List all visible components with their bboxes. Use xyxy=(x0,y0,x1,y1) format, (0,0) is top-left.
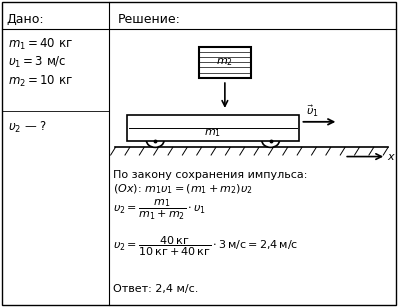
Text: $\upsilon_2 = \dfrac{m_1}{m_1 + m_2} \cdot \upsilon_1$: $\upsilon_2 = \dfrac{m_1}{m_1 + m_2} \cd… xyxy=(113,198,207,222)
Text: $(Ox)$: $m_1\upsilon_1 = (m_1 + m_2)\upsilon_2$: $(Ox)$: $m_1\upsilon_1 = (m_1 + m_2)\ups… xyxy=(113,183,253,196)
Bar xyxy=(199,47,251,78)
Text: $\upsilon_2 = \dfrac{40\,\mathrm{кг}}{10\,\mathrm{кг} + 40\,\mathrm{кг}} \cdot 3: $\upsilon_2 = \dfrac{40\,\mathrm{кг}}{10… xyxy=(113,235,298,258)
Text: Ответ: 2,4 м/с.: Ответ: 2,4 м/с. xyxy=(113,284,199,294)
Text: $m_1 = 40$ кг: $m_1 = 40$ кг xyxy=(8,37,73,52)
Text: Решение:: Решение: xyxy=(117,14,180,26)
Text: $m_2$: $m_2$ xyxy=(217,56,233,68)
Text: $m_2 = 10$ кг: $m_2 = 10$ кг xyxy=(8,74,73,89)
Text: $\vec{\upsilon}_1$: $\vec{\upsilon}_1$ xyxy=(306,103,319,119)
Circle shape xyxy=(146,134,164,147)
Circle shape xyxy=(262,134,279,147)
Text: Дано:: Дано: xyxy=(6,14,44,26)
Text: $\upsilon_2$ — ?: $\upsilon_2$ — ? xyxy=(8,120,47,135)
Text: $x$: $x$ xyxy=(387,152,396,161)
Text: $\upsilon_1 = 3$ м/с: $\upsilon_1 = 3$ м/с xyxy=(8,55,66,71)
Bar xyxy=(127,115,298,141)
Text: $m_1$: $m_1$ xyxy=(205,127,221,139)
Text: По закону сохранения импульса:: По закону сохранения импульса: xyxy=(113,170,308,181)
